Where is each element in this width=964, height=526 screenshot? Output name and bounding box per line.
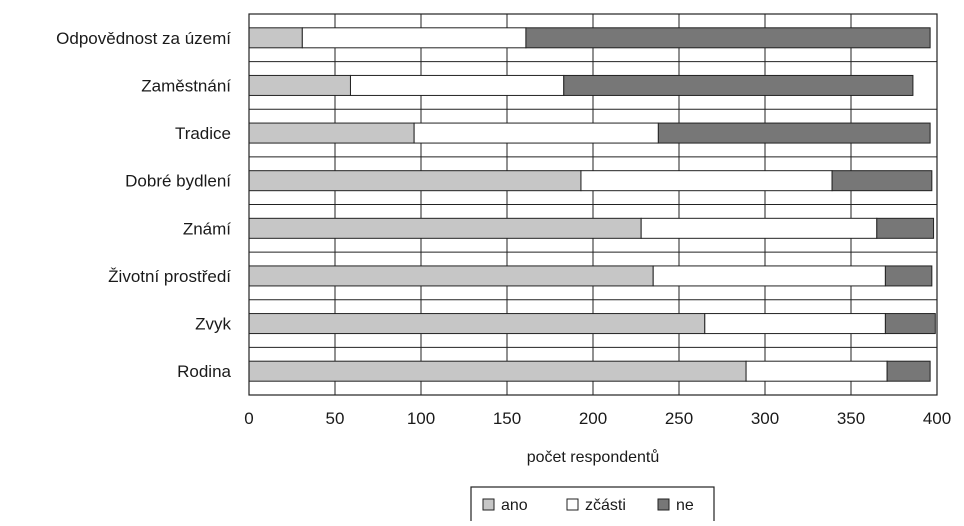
x-tick-label: 0 — [244, 409, 253, 428]
bar-segment-ano — [248, 265, 654, 287]
legend-swatch-ne — [657, 498, 670, 511]
x-tick-label: 150 — [493, 409, 521, 428]
x-tick-label: 100 — [407, 409, 435, 428]
bar-segment-ano — [248, 313, 706, 335]
bar-segment-ano — [248, 360, 747, 382]
category-label: Zaměstnání — [141, 76, 231, 95]
category-label: Zvyk — [195, 315, 231, 334]
bar-segment-ano — [248, 122, 415, 144]
bar-segment-zčásti — [704, 313, 886, 335]
legend: ano zčásti ne — [470, 486, 715, 524]
plot-frame — [248, 13, 938, 396]
bar-segment-ne — [657, 122, 931, 144]
bar-segment-ne — [831, 170, 933, 192]
legend-label-zčásti: zčásti — [585, 497, 626, 514]
bar-segment-ne — [525, 27, 931, 49]
bar-segment-ano — [248, 217, 642, 239]
x-tick-label: 400 — [923, 409, 951, 428]
bar-segment-ne — [884, 265, 933, 287]
bar-segment-zčásti — [301, 27, 527, 49]
bar-segment-ne — [563, 74, 914, 96]
x-tick-label: 300 — [751, 409, 779, 428]
bar-segment-ne — [884, 313, 936, 335]
bar-segment-zčásti — [652, 265, 886, 287]
bar-segment-ano — [248, 170, 582, 192]
legend-box — [470, 486, 715, 524]
category-label: Životní prostředí — [108, 267, 231, 286]
bar-segment-ano — [248, 74, 351, 96]
legend-label-ne: ne — [676, 497, 694, 514]
x-tick-label: 200 — [579, 409, 607, 428]
bar-segment-zčásti — [640, 217, 878, 239]
legend-swatch-ano — [482, 498, 495, 511]
legend-swatch-zčásti — [566, 498, 579, 511]
bar-segment-zčásti — [580, 170, 833, 192]
category-label: Dobré bydlení — [125, 172, 231, 191]
x-tick-label: 250 — [665, 409, 693, 428]
category-label: Odpovědnost za území — [56, 29, 231, 48]
category-label: Známí — [183, 219, 231, 238]
x-tick-label: 50 — [326, 409, 345, 428]
bar-segment-ne — [876, 217, 935, 239]
bar-segment-ano — [248, 27, 303, 49]
bar-segment-ne — [886, 360, 931, 382]
bar-segment-zčásti — [745, 360, 888, 382]
category-label: Tradice — [175, 124, 231, 143]
x-axis-title: počet respondentů — [527, 448, 660, 466]
bar-segment-zčásti — [413, 122, 659, 144]
legend-label-ano: ano — [501, 497, 528, 514]
x-tick-label: 350 — [837, 409, 865, 428]
bar-segment-zčásti — [349, 74, 565, 96]
category-label: Rodina — [177, 362, 231, 381]
